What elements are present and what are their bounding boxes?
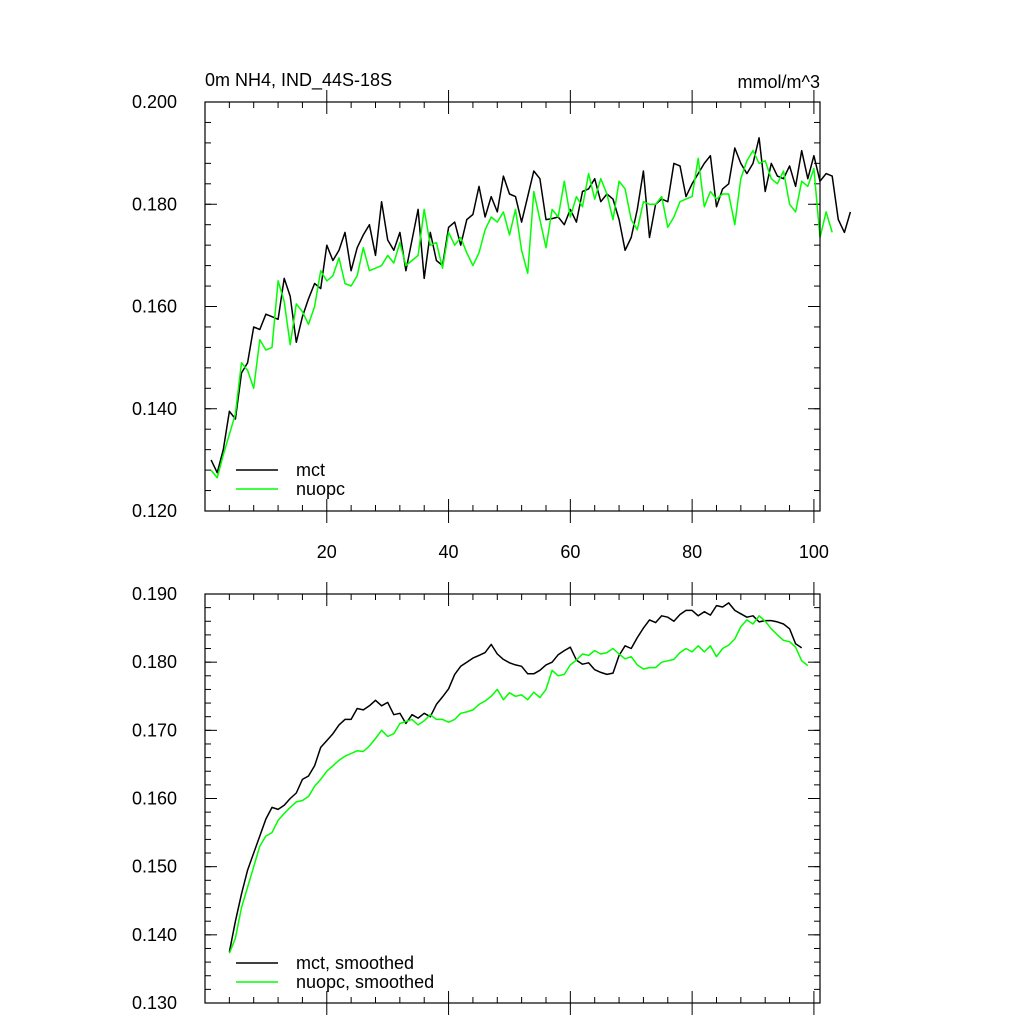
legend-label-mct-smoothed: mct, smoothed (296, 953, 414, 973)
panel-top-series (210, 137, 852, 479)
ytick-label: 0.120 (132, 501, 177, 521)
series-line-nuopc (228, 615, 809, 954)
panel-top: 0m NH4, IND_44S-18S mmol/m^3 0.200 0.180 0… (132, 70, 852, 562)
ytick-label: 0.180 (132, 194, 177, 214)
ytick-label: 0.180 (132, 652, 177, 672)
ytick-label: 0.140 (132, 399, 177, 419)
ytick-label: 0.140 (132, 925, 177, 945)
panel-bottom-frame (204, 593, 821, 1004)
ytick-label: 0.170 (132, 720, 177, 740)
series-line-nuopc (210, 149, 833, 479)
panel-top-frame (204, 101, 821, 512)
panel-bottom-legend: mct, smoothed nuopc, smoothed (236, 953, 434, 992)
legend-label-mct: mct (296, 460, 325, 480)
xtick-label: 100 (799, 542, 829, 562)
panel-top-units: mmol/m^3 (738, 72, 820, 92)
ytick-label: 0.160 (132, 297, 177, 317)
legend-label-nuopc-smoothed: nuopc, smoothed (296, 972, 434, 992)
panel-bottom-series (228, 602, 809, 954)
panel-bottom-ticks: 0.190 0.180 0.170 0.160 0.150 0.140 0.130 (132, 582, 820, 1015)
panel-top-title-left: 0m NH4, IND_44S-18S (205, 70, 392, 91)
series-line-mct (228, 602, 803, 953)
ytick-label: 0.130 (132, 993, 177, 1013)
ytick-label: 0.190 (132, 584, 177, 604)
panel-bottom: 0.190 0.180 0.170 0.160 0.150 0.140 0.130 mct,… (132, 582, 821, 1015)
ytick-label: 0.150 (132, 857, 177, 877)
ytick-label: 0.200 (132, 92, 177, 112)
legend-label-nuopc: nuopc (296, 479, 345, 499)
xtick-label: 60 (560, 542, 580, 562)
ytick-label: 0.160 (132, 789, 177, 809)
xtick-label: 80 (682, 542, 702, 562)
xtick-label: 40 (439, 542, 459, 562)
panel-top-legend: mct nuopc (236, 460, 345, 499)
xtick-label: 20 (317, 542, 337, 562)
